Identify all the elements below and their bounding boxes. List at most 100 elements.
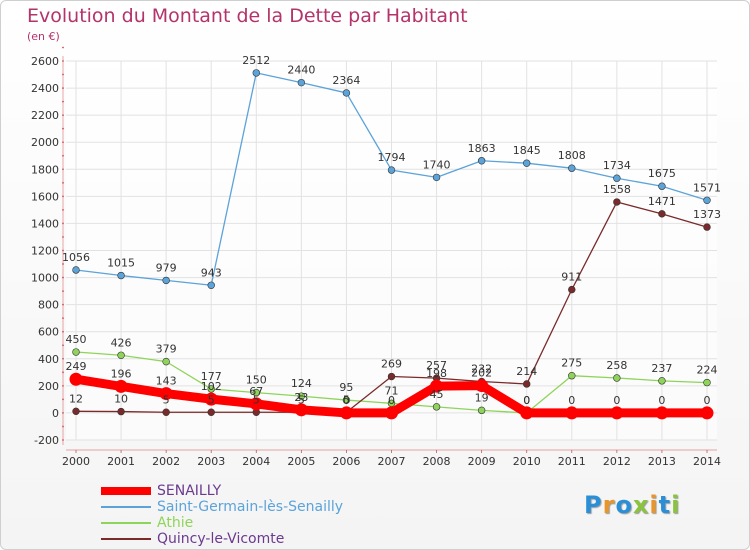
data-point — [159, 387, 173, 401]
data-label: 23 — [294, 391, 308, 404]
x-tick-label: 2000 — [62, 455, 90, 468]
data-label: 0 — [523, 394, 530, 407]
data-point — [703, 196, 711, 204]
data-label: 214 — [516, 365, 537, 378]
legend-swatch — [101, 538, 151, 540]
data-label: 0 — [343, 394, 350, 407]
data-label: 237 — [651, 362, 672, 375]
data-point — [72, 348, 80, 356]
y-tick-label: 200 — [38, 380, 59, 393]
data-point — [117, 351, 125, 359]
legend-item: Saint-Germain-lès-Senailly — [101, 499, 343, 515]
logo-letter: r — [602, 491, 616, 519]
data-label: 5 — [208, 393, 215, 406]
x-tick-label: 2011 — [558, 455, 586, 468]
chart-subtitle: (en €) — [27, 30, 60, 43]
x-tick-label: 2006 — [332, 455, 360, 468]
legend-label: Athie — [157, 515, 194, 531]
data-point — [520, 406, 534, 420]
data-label: 979 — [156, 261, 177, 274]
x-tick-label: 2003 — [197, 455, 225, 468]
data-point — [703, 223, 711, 231]
data-point — [523, 159, 531, 167]
data-point — [114, 379, 128, 393]
data-point — [387, 372, 396, 381]
data-label: 124 — [291, 377, 312, 390]
data-label: 1471 — [648, 195, 676, 208]
data-point — [613, 374, 621, 382]
data-label: 5 — [343, 393, 350, 406]
logo-letter: o — [615, 491, 633, 519]
x-tick-label: 2001 — [107, 455, 135, 468]
data-label: 0 — [388, 394, 395, 407]
logo-letter: x — [632, 491, 650, 519]
data-label: 1808 — [558, 149, 586, 162]
legend-item: SENAILLY — [101, 483, 343, 499]
data-label: 911 — [561, 271, 582, 284]
data-point — [249, 397, 263, 411]
data-label: 1734 — [603, 159, 631, 172]
logo-letter: t — [658, 491, 672, 519]
data-point — [430, 379, 444, 393]
data-label: 1845 — [513, 144, 541, 157]
data-point — [565, 406, 579, 420]
x-tick-label: 2013 — [648, 455, 676, 468]
data-label: 1558 — [603, 183, 631, 196]
data-label: 0 — [613, 394, 620, 407]
data-label: 95 — [339, 381, 353, 394]
data-label: 379 — [156, 343, 177, 356]
data-label: 1015 — [107, 257, 135, 270]
data-point — [477, 406, 486, 415]
data-label: 0 — [658, 394, 665, 407]
data-point — [117, 271, 125, 280]
legend-swatch — [101, 506, 151, 508]
y-tick-label: 1400 — [31, 217, 59, 230]
proxiti-logo: Proxiti — [584, 491, 680, 519]
data-point — [162, 408, 170, 416]
data-point — [72, 407, 80, 416]
data-point — [613, 198, 621, 206]
data-point — [69, 372, 83, 386]
data-label: 5 — [163, 393, 170, 406]
data-point — [568, 285, 576, 294]
y-tick-label: 400 — [38, 353, 59, 366]
data-point — [297, 78, 306, 87]
data-point — [387, 166, 396, 174]
data-label: 2364 — [332, 74, 360, 87]
x-tick-label: 2005 — [287, 455, 315, 468]
data-label: 5 — [253, 393, 260, 406]
logo-letter: i — [649, 491, 659, 519]
data-label: 1863 — [468, 142, 496, 155]
y-tick-label: 1600 — [31, 190, 59, 203]
y-tick-label: 1800 — [31, 163, 59, 176]
y-tick-label: 800 — [38, 299, 59, 312]
data-point — [385, 406, 398, 420]
data-label: 224 — [697, 364, 718, 377]
data-label: 943 — [201, 266, 222, 279]
x-tick-label: 2007 — [378, 455, 406, 468]
data-point — [72, 266, 80, 274]
data-point — [610, 406, 624, 420]
x-tick-label: 2012 — [603, 455, 631, 468]
data-label: 202 — [471, 367, 492, 380]
data-label: 1373 — [693, 208, 721, 221]
legend-item: Athie — [101, 515, 343, 531]
y-minor-tick-mark — [62, 46, 64, 49]
data-point — [294, 403, 308, 417]
data-point — [207, 385, 215, 393]
data-point — [207, 408, 215, 416]
data-label: 150 — [246, 374, 267, 387]
legend-label: SENAILLY — [157, 483, 222, 499]
data-label: 198 — [426, 367, 447, 380]
data-label: 102 — [201, 380, 222, 393]
data-label: 5 — [298, 393, 305, 406]
data-label: 177 — [201, 370, 222, 383]
chart-legend: SENAILLY Saint-Germain-lès-Senailly Athie Q… — [101, 483, 343, 547]
y-tick-label: -200 — [34, 434, 59, 447]
x-tick-label: 2004 — [242, 455, 270, 468]
data-label: 1571 — [693, 181, 721, 194]
x-tick-label: 2008 — [423, 455, 451, 468]
legend-item: Quincy-le-Vicomte — [101, 531, 343, 547]
